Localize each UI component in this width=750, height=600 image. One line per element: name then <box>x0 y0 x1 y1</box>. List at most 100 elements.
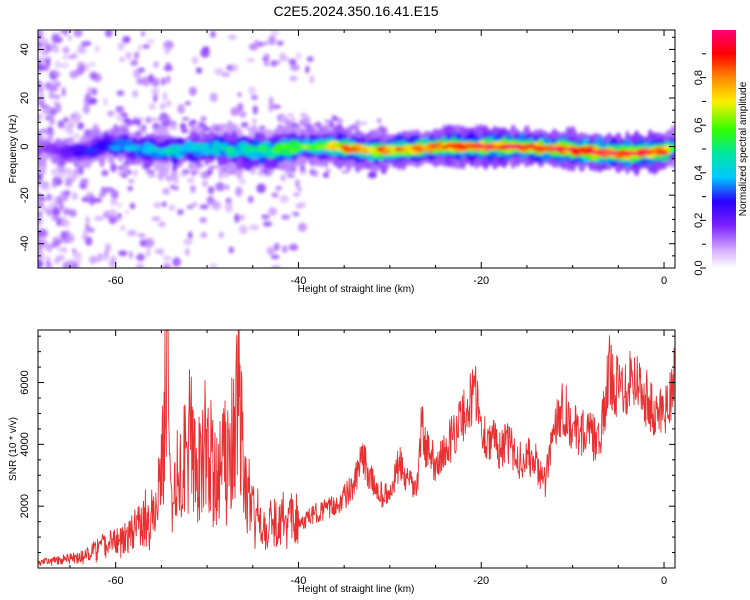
noise-blob <box>186 204 194 210</box>
noise-blob <box>271 254 280 260</box>
x-tick-label: -40 <box>291 275 307 287</box>
noise-blob <box>322 173 330 177</box>
noise-blob <box>239 110 247 119</box>
noise-blob <box>247 195 254 204</box>
noise-blob <box>54 81 62 88</box>
spectrogram-panel: -60 -40 -20 0 -40 -20 0 20 40 Height of straight… <box>8 29 676 295</box>
noise-blob <box>248 86 256 95</box>
y-tick-label: -20 <box>19 187 31 203</box>
noise-blob <box>218 231 224 239</box>
noise-blob <box>38 215 43 225</box>
noise-blob <box>228 246 234 254</box>
ridge-blob <box>212 149 221 156</box>
noise-blob <box>303 116 311 124</box>
noise-blob <box>158 221 166 227</box>
colorbar-tick-label: 0.6 <box>693 118 705 133</box>
noise-blob <box>211 200 222 211</box>
noise-blob <box>38 114 42 121</box>
noise-blob <box>164 47 170 55</box>
noise-blob <box>88 195 96 206</box>
noise-blob <box>224 202 233 213</box>
noise-blob <box>120 173 128 178</box>
noise-blob <box>295 179 300 189</box>
noise-blob <box>38 211 43 217</box>
noise-blob <box>148 74 154 83</box>
noise-blob <box>129 202 136 210</box>
noise-blob <box>199 217 207 224</box>
noise-blob <box>107 209 118 217</box>
noise-blob <box>107 110 115 117</box>
colorbar-label: Normalized spectral amplitude <box>738 81 749 216</box>
noise-blob <box>120 225 126 231</box>
noise-blob <box>149 117 158 122</box>
noise-blob <box>127 185 133 192</box>
noise-blob <box>297 222 307 232</box>
noise-blob <box>51 33 61 43</box>
noise-blob <box>177 104 185 114</box>
ridge-blob <box>73 151 85 157</box>
noise-blob <box>75 254 82 265</box>
noise-blob <box>38 55 45 64</box>
noise-blob <box>46 245 53 253</box>
noise-blob <box>179 123 187 130</box>
colorbar: 0.0 0.2 0.4 0.6 0.8 Normalized spectral ampl… <box>693 30 749 276</box>
noise-blob <box>110 198 118 206</box>
noise-blob <box>128 250 133 259</box>
noise-blob <box>239 224 248 235</box>
noise-blob <box>38 95 44 105</box>
noise-blob <box>300 164 305 172</box>
noise-blob <box>45 193 52 202</box>
noise-blob <box>288 58 297 66</box>
ridge-blob <box>203 142 211 149</box>
noise-blob <box>110 162 117 173</box>
noise-blob <box>214 67 225 76</box>
noise-blob <box>170 126 178 131</box>
noise-blob <box>73 30 83 38</box>
noise-blob <box>62 55 69 60</box>
noise-blob <box>281 214 290 220</box>
noise-blob <box>264 40 269 46</box>
noise-blob <box>179 173 188 177</box>
noise-blob <box>44 43 53 53</box>
noise-blob <box>51 42 57 48</box>
noise-blob <box>77 61 85 68</box>
noise-blob <box>293 211 300 217</box>
noise-blob <box>118 250 128 257</box>
noise-blob <box>61 87 66 97</box>
noise-blob <box>270 30 279 37</box>
snr-marks <box>38 330 675 566</box>
noise-blob <box>89 61 96 67</box>
noise-blob <box>153 93 158 103</box>
noise-blob <box>38 173 44 179</box>
noise-blob <box>81 196 90 203</box>
spectrogram-xlabel: Height of straight line (km) <box>298 284 415 295</box>
snr-frame <box>37 329 676 569</box>
noise-blob <box>145 247 151 258</box>
noise-blob <box>38 161 45 167</box>
noise-blob <box>79 178 89 184</box>
noise-blob <box>136 253 146 262</box>
figure-title: C2E5.2024.350.16.41.E15 <box>273 3 438 19</box>
noise-blob <box>341 169 350 174</box>
noise-blob <box>127 229 137 237</box>
noise-blob <box>153 202 162 209</box>
noise-blob <box>70 263 77 268</box>
noise-blob <box>154 248 160 255</box>
noise-blob <box>116 213 122 219</box>
noise-blob <box>379 127 388 133</box>
noise-blob <box>38 63 46 71</box>
noise-blob <box>73 133 80 140</box>
noise-blob <box>331 115 337 121</box>
noise-blob <box>54 103 62 113</box>
noise-blob <box>67 136 75 145</box>
noise-blob <box>54 60 61 70</box>
noise-blob <box>362 121 367 126</box>
noise-blob <box>184 247 190 256</box>
noise-blob <box>132 90 139 98</box>
noise-blob <box>51 179 57 188</box>
noise-blob <box>69 169 74 177</box>
noise-blob <box>336 118 344 124</box>
noise-blob <box>271 192 279 198</box>
noise-blob <box>125 51 132 60</box>
noise-blob <box>94 45 100 53</box>
